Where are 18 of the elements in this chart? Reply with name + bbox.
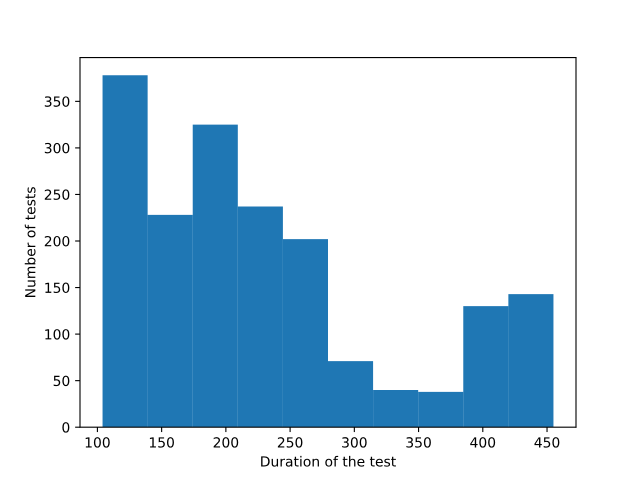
- y-tick-label: 250: [44, 189, 70, 200]
- x-tick-label: 300: [342, 437, 367, 448]
- x-tick-label: 250: [278, 437, 302, 448]
- x-tick-label: 400: [470, 437, 496, 448]
- x-tick-label: 100: [86, 437, 110, 448]
- x-tick-label: 350: [406, 437, 431, 448]
- y-tick-label: 350: [44, 96, 70, 107]
- y-axis-title: Number of tests: [24, 187, 36, 297]
- y-tick-label: 150: [45, 282, 70, 294]
- y-tick-label: 100: [45, 329, 70, 340]
- y-tick-label: 300: [44, 142, 70, 154]
- x-tick-label: 450: [534, 437, 560, 448]
- y-tick-label: 200: [44, 236, 70, 246]
- y-tick-label: 0: [62, 422, 70, 433]
- x-axis-title: Duration of the test: [261, 456, 396, 467]
- x-tick-label: 150: [150, 437, 174, 448]
- y-tick-label: 50: [54, 376, 70, 386]
- x-tick-label: 200: [214, 437, 238, 448]
